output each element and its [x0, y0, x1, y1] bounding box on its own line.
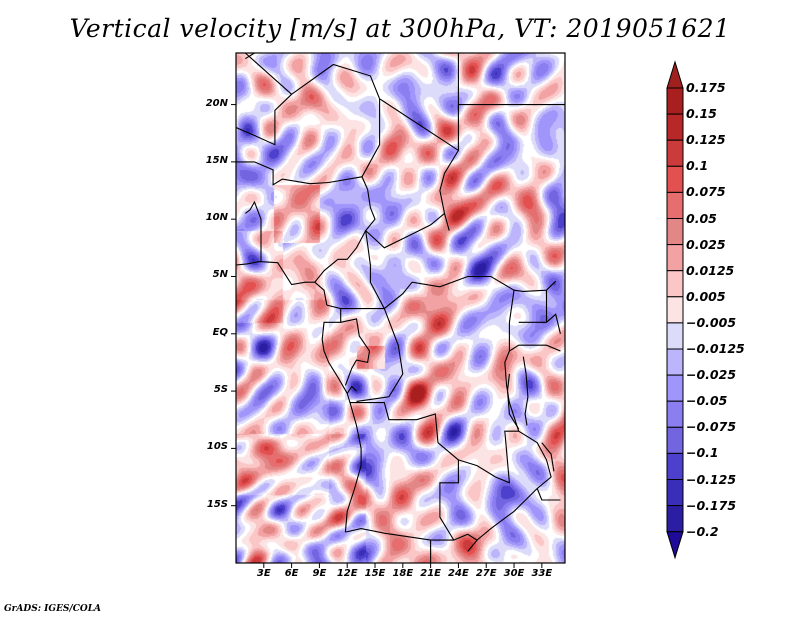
colorbar-top-arrow: [666, 60, 684, 89]
map-frame: [235, 52, 566, 564]
border-line: [541, 442, 555, 472]
border-line: [236, 161, 369, 190]
x-tick-label: 12E: [336, 568, 358, 579]
border-line: [379, 53, 459, 152]
x-tick-label: 27E: [475, 568, 497, 579]
border-line: [518, 313, 561, 334]
colorbar-label: 0.005: [686, 288, 726, 304]
colorbar-label: 0.025: [686, 236, 726, 252]
colorbar-box: [666, 218, 684, 246]
colorbar-box: [666, 296, 684, 324]
colorbar-box: [666, 87, 684, 115]
colorbar-label: 0.0125: [686, 262, 735, 278]
x-tick-label: 33E: [531, 568, 553, 579]
x-tick-label: 6E: [284, 568, 299, 579]
plot-title: Vertical velocity [m/s] at 300hPa, VT: 2…: [69, 14, 731, 43]
x-tick-label: 24E: [448, 568, 469, 579]
border-line: [350, 402, 478, 541]
border-line: [235, 261, 328, 306]
border-line: [346, 385, 357, 394]
colorbar-bottom-arrow: [666, 531, 684, 560]
border-line: [361, 98, 381, 178]
colorbar-box: [666, 505, 684, 533]
border-line: [245, 52, 255, 60]
x-tick-label: 15E: [364, 568, 386, 579]
colorbar-label: −0.2: [686, 523, 719, 539]
border-line: [356, 308, 404, 402]
grads-credit: GrADS: IGES/COLA: [4, 604, 102, 614]
vertical-velocity-field: [236, 53, 565, 563]
border-line: [365, 230, 557, 310]
colorbar-box: [666, 426, 684, 454]
y-tick-label: 15S: [206, 498, 228, 510]
colorbar-box: [666, 191, 684, 219]
colorbar-label: −0.075: [686, 419, 737, 435]
border-line: [314, 230, 367, 283]
border-line: [340, 318, 371, 386]
x-tick-label: 21E: [420, 568, 441, 579]
x-tick-label: 30E: [503, 568, 525, 579]
colorbar-label: −0.175: [686, 497, 737, 513]
x-tick-label: 9E: [312, 568, 327, 579]
colorbar-box: [666, 479, 684, 507]
y-tick-label: 5S: [213, 384, 228, 396]
border-line: [506, 373, 520, 430]
colorbar-label: −0.0125: [686, 341, 745, 356]
border-line: [536, 488, 561, 501]
colorbar-label: 0.075: [686, 184, 726, 200]
border-line: [244, 52, 381, 100]
axis-ticks: [231, 104, 543, 568]
colorbar-box: [666, 165, 684, 193]
border-line: [244, 200, 262, 262]
y-tick-label: 10S: [206, 441, 228, 453]
colorbar-label: −0.005: [686, 314, 737, 330]
border-line: [439, 150, 459, 231]
colorbar-label: −0.025: [686, 367, 737, 383]
country-borders: [235, 52, 565, 563]
x-tick-label: 18E: [392, 568, 414, 579]
colorbar-label: −0.125: [686, 471, 737, 487]
colorbar-label: 0.05: [686, 210, 717, 226]
colorbar-box: [666, 400, 684, 428]
y-tick-label: 20N: [205, 97, 228, 109]
y-tick-label: 15N: [205, 154, 228, 166]
colorbar-box: [666, 270, 684, 298]
y-tick-label: EQ: [212, 326, 228, 338]
colorbar-box: [666, 113, 684, 141]
x-tick-label: 3E: [256, 568, 271, 579]
map-panel: [231, 52, 566, 568]
border-line: [321, 304, 362, 533]
colorbar-box: [666, 452, 684, 480]
colorbar-box: [666, 322, 684, 350]
colorbar-label: 0.1: [686, 158, 709, 174]
border-line: [522, 356, 529, 426]
y-tick-label: 10N: [205, 212, 228, 224]
map-overlay: [231, 52, 566, 568]
colorbar-box: [666, 139, 684, 167]
border-line: [504, 290, 520, 432]
border-line: [458, 430, 519, 484]
colorbar-box: [666, 244, 684, 272]
colorbar-box: [666, 348, 684, 376]
colorbar-label: −0.05: [686, 393, 728, 409]
y-tick-label: 5N: [212, 269, 228, 281]
colorbar-label: −0.1: [686, 445, 719, 461]
colorbar-label: 0.175: [686, 80, 726, 95]
border-line: [364, 189, 445, 249]
border-line: [235, 93, 292, 146]
colorbar-label: 0.15: [686, 106, 717, 122]
colorbar-box: [666, 374, 684, 402]
colorbar-label: 0.125: [686, 132, 726, 148]
border-line: [509, 344, 561, 352]
border-line: [345, 528, 454, 541]
